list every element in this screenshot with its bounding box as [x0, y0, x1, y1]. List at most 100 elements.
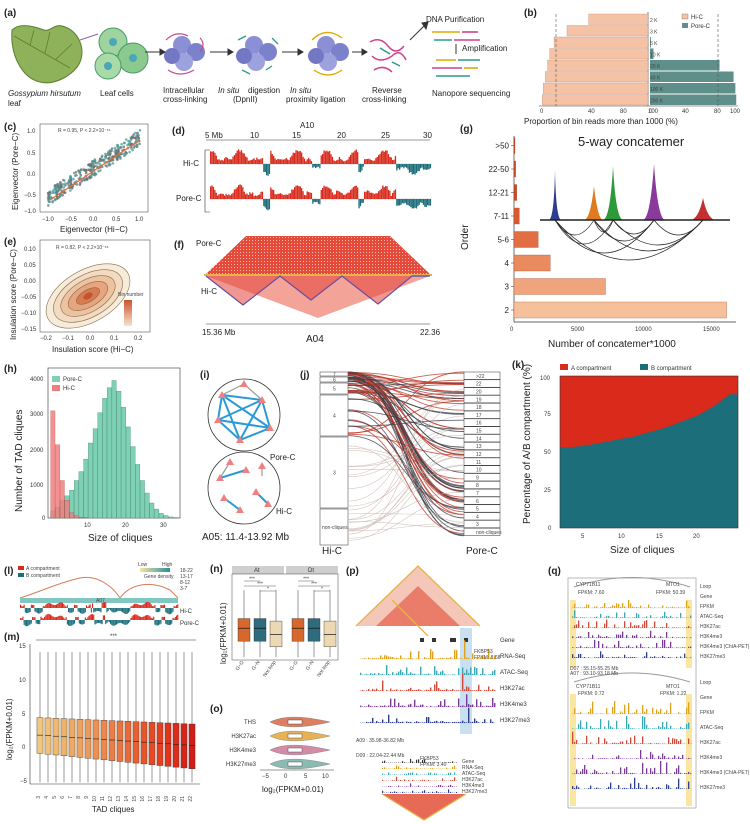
d-bar-pos [219, 160, 222, 164]
d-bar-neg [413, 164, 415, 174]
m-xtick-15: 18 [156, 796, 162, 802]
c-point [125, 151, 128, 155]
d-bar-pos [392, 159, 394, 164]
p-signal [446, 657, 448, 659]
j-right-block [463, 473, 501, 482]
d-bar-pos [278, 159, 280, 164]
q2-track-label-1: Gene [700, 695, 712, 701]
d-bar-pos [224, 195, 226, 199]
e-ytick-4: −0.10 [21, 311, 37, 317]
q2-signal [576, 739, 578, 744]
p-signal [458, 690, 460, 691]
q-signal [672, 636, 674, 638]
q-signal [582, 625, 584, 628]
p-signal [438, 705, 440, 707]
i-hic-tag: Hi-C [276, 507, 292, 516]
l-bar-b [34, 608, 36, 612]
q2-signal [674, 738, 676, 744]
p-signal [454, 690, 456, 691]
h-bar-hic [78, 517, 84, 519]
o-xtick-3: 10 [322, 774, 329, 780]
l-bar-a [177, 604, 179, 608]
j-flow [347, 445, 465, 523]
d-bar-neg [420, 199, 422, 203]
q2-signal [674, 772, 676, 774]
l-bar-a [50, 614, 52, 620]
p-signal [362, 690, 364, 691]
p-signal [378, 690, 380, 691]
l-bar-b [29, 620, 31, 625]
d-bar-pos [257, 194, 259, 199]
j-right-label: Pore-C [466, 546, 498, 557]
l-density-curve [19, 576, 179, 599]
d-bar-pos [235, 188, 237, 199]
p-track-label-1: RNA-Seq [500, 654, 525, 660]
p-signal [406, 689, 408, 691]
e-ylabel: Insulation score (Pore−C) [9, 249, 18, 340]
d-bar-pos [324, 186, 327, 199]
p-signal [494, 655, 496, 659]
p-signal [434, 658, 436, 659]
l-bar-a [92, 614, 94, 620]
d-bar-pos [357, 152, 359, 164]
l-bar-a [177, 614, 179, 620]
p2-signal [420, 768, 422, 769]
c-point [134, 131, 137, 135]
c-xtick-3: 0.5 [112, 217, 121, 223]
p2-signal [450, 762, 452, 763]
d-bar-pos [344, 161, 346, 164]
j-right-label-2: 20 [476, 389, 482, 395]
q2-signal [590, 708, 592, 714]
l-bar-b [112, 620, 114, 626]
l-bar-b [23, 620, 25, 625]
k-xtick-2: 15 [656, 534, 663, 540]
c-fit-line [49, 139, 141, 201]
l-legend-a: A compartment [26, 566, 60, 572]
n-sig-star: *** [249, 577, 255, 583]
q-signal [650, 615, 652, 618]
q-track-label-3: ATAC-Seq [700, 614, 723, 620]
l-bar-a [147, 615, 149, 620]
q2-signal [656, 709, 658, 714]
p-signal [426, 674, 428, 675]
l-bar-a [142, 616, 144, 620]
p-signal [490, 706, 492, 707]
q-signal [594, 617, 596, 618]
m-xticks: 3 4 5 6 7 8 9 10 11 12 13 14 15 16 17 18 19 20 21 22 [36, 796, 194, 802]
c-point [80, 180, 83, 183]
q-signal [578, 620, 580, 628]
panel-f: (f) Pore-C Hi-C 15.36 Mb A04 22.36 [174, 236, 441, 345]
d-bar-pos [373, 160, 376, 164]
m-xtick-6: 9 [84, 796, 90, 799]
d-bar-pos [371, 192, 373, 199]
l-bar-b [165, 608, 167, 613]
d-bar-pos [351, 188, 353, 199]
p-signal [464, 672, 466, 675]
d-bar-pos [301, 152, 303, 164]
b-tick-l-80: 80 [620, 109, 627, 115]
q2-signal [600, 788, 602, 789]
l-bar-b [172, 608, 174, 612]
d-bar-neg [401, 199, 404, 204]
l-compartment-tracks [20, 601, 179, 627]
l-bar-b [120, 620, 122, 624]
p-signal [408, 722, 410, 723]
q2-signal [606, 741, 608, 744]
q2-signal [630, 737, 632, 744]
p2-signal [446, 774, 448, 775]
g-xtick-3: 15000 [703, 327, 720, 333]
p-signal [368, 657, 370, 659]
l-bar-a [44, 606, 46, 608]
h-bar-hic [50, 410, 56, 519]
l-bar-a [76, 617, 78, 620]
b-bin-label: 200 K [650, 99, 664, 105]
b-legend: Hi-C Pore-C [681, 13, 711, 30]
p-signal [456, 690, 458, 691]
p-signal [410, 687, 412, 691]
d-bar-pos [383, 151, 385, 164]
p-signal [388, 705, 390, 707]
q2-signal [662, 721, 664, 729]
n-box [323, 620, 337, 647]
q-gene-r2: MTO1 [666, 684, 680, 690]
q2-signal [638, 782, 640, 789]
